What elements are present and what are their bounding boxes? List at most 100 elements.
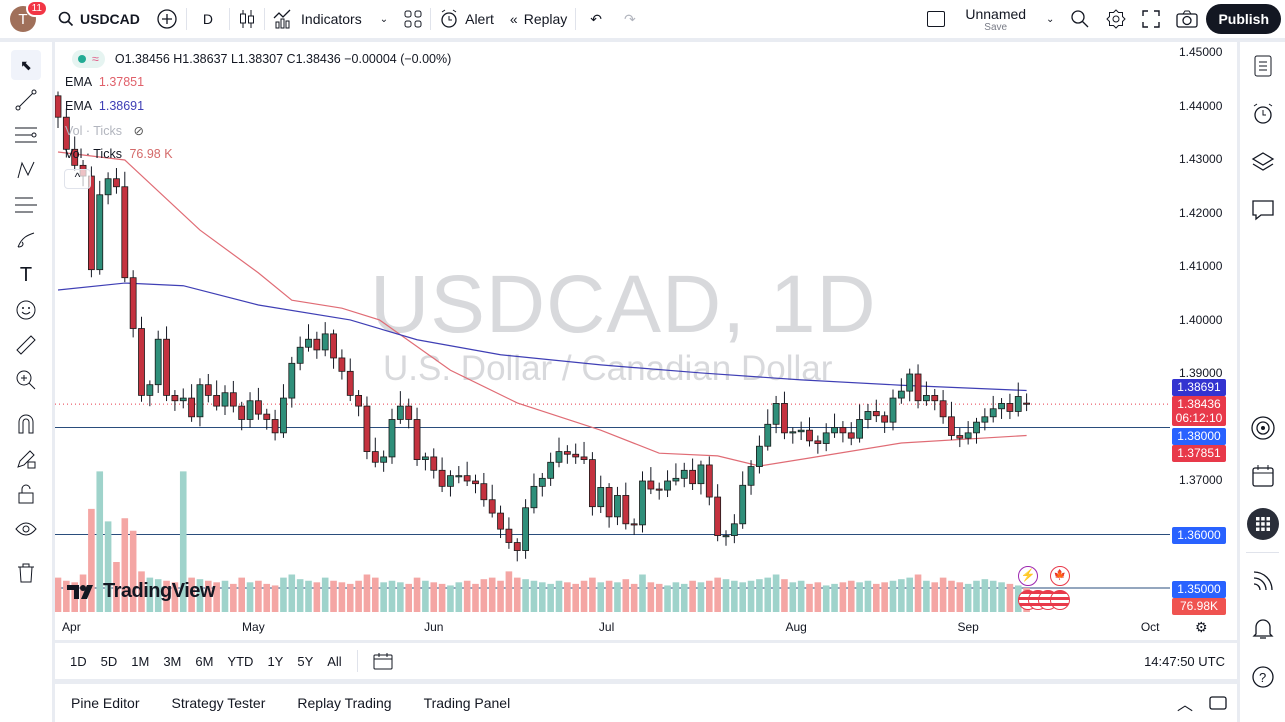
range-5d[interactable]: 5D — [100, 653, 118, 669]
volume-bar — [163, 580, 170, 612]
divider — [430, 8, 432, 30]
candle-body — [246, 400, 254, 420]
alert-button[interactable]: Alert — [431, 0, 502, 38]
publish-button[interactable]: Publish — [1206, 4, 1281, 34]
fib-tool[interactable] — [11, 120, 41, 150]
layout-grid-icon — [404, 10, 422, 28]
range-1y[interactable]: 1Y — [267, 653, 284, 669]
price-chart[interactable] — [55, 42, 1170, 615]
calendar-button[interactable] — [1240, 452, 1285, 500]
text-tool[interactable]: T — [11, 260, 41, 290]
range-6m[interactable]: 6M — [195, 653, 214, 669]
tab-strategy-tester[interactable]: Strategy Tester — [171, 695, 266, 711]
range-1d[interactable]: 1D — [70, 653, 87, 669]
replay-button[interactable]: « Replay — [502, 0, 575, 38]
layout-menu-chevron[interactable]: ⌄ — [1038, 0, 1062, 38]
object-tree-button[interactable] — [1240, 138, 1285, 186]
brush-tool[interactable] — [11, 225, 41, 255]
volume-bar — [113, 562, 120, 612]
smiley-icon — [16, 300, 36, 320]
products-button[interactable] — [1240, 500, 1285, 548]
tradingview-logo[interactable]: TradingView — [67, 580, 215, 603]
trend-line-tool[interactable] — [11, 85, 41, 115]
trash-icon — [18, 563, 34, 583]
layouts-button[interactable] — [396, 0, 430, 38]
volume-bar — [96, 471, 104, 612]
hidden-volume-legend[interactable]: Vol · Ticks ⊘ — [65, 123, 144, 138]
alerts-button[interactable] — [1240, 90, 1285, 138]
range-ytd[interactable]: YTD — [227, 653, 254, 669]
tab-pine-editor[interactable]: Pine Editor — [71, 695, 140, 711]
plus-circle-icon — [157, 9, 177, 29]
volume-legend[interactable]: Vol · Ticks 76.98 K — [65, 147, 173, 161]
fullscreen-button[interactable] — [1134, 0, 1168, 38]
lock-tool[interactable] — [11, 479, 41, 509]
us-flag-icon[interactable] — [1050, 590, 1070, 610]
ema200-line — [57, 282, 1027, 392]
hide-tool[interactable] — [11, 514, 41, 544]
go-to-date-button[interactable] — [366, 652, 400, 670]
streams-button[interactable] — [1240, 557, 1285, 605]
volume-bar — [497, 580, 504, 612]
measure-tool[interactable] — [11, 330, 41, 360]
snapshot-button[interactable] — [1168, 0, 1206, 38]
range-all[interactable]: All — [327, 653, 342, 669]
price-tick-label: 1.41000 — [1179, 259, 1223, 273]
watchlist-button[interactable] — [1240, 42, 1285, 90]
range-5y[interactable]: 5Y — [297, 653, 314, 669]
lightning-event-icon[interactable]: ⚡ — [1018, 566, 1038, 586]
collapse-legend-button[interactable]: ^ — [64, 169, 91, 189]
ema50-legend[interactable]: EMA 1.37851 — [65, 75, 144, 89]
range-3m[interactable]: 3M — [163, 653, 182, 669]
chevron-down-icon[interactable]: ⌄ — [379, 13, 389, 25]
eye-off-icon[interactable]: ⊘ — [133, 124, 144, 138]
remove-drawings-tool[interactable] — [11, 558, 41, 588]
undo-button[interactable]: ↶ — [576, 0, 616, 38]
redo-button[interactable]: ↷ — [616, 0, 644, 38]
pattern-tool[interactable] — [11, 155, 41, 185]
hotlists-button[interactable] — [1240, 404, 1285, 452]
market-status-pill[interactable]: ≈ — [72, 50, 105, 68]
indicators-button[interactable]: Indicators ⌄ — [265, 0, 396, 38]
quick-search-button[interactable] — [1062, 0, 1098, 38]
volume-bar — [55, 577, 62, 612]
prediction-tool[interactable] — [11, 190, 41, 220]
maximize-panel-button[interactable] — [1209, 696, 1227, 710]
expand-panel-button[interactable]: ︿ — [1177, 691, 1193, 715]
zoom-tool[interactable] — [11, 365, 41, 395]
layout-select-checkbox[interactable] — [919, 0, 953, 38]
tab-replay-trading[interactable]: Replay Trading — [297, 695, 392, 711]
volume-bar — [472, 583, 479, 612]
layout-name-button[interactable]: Unnamed Save — [953, 0, 1038, 38]
layers-icon — [1251, 152, 1274, 171]
chart-settings-button[interactable]: ⚙ — [1195, 619, 1208, 636]
tab-trading-panel[interactable]: Trading Panel — [423, 695, 511, 711]
candle-body — [388, 419, 396, 458]
lock-drawing-tool[interactable] — [11, 444, 41, 474]
interval-button[interactable]: D — [202, 11, 214, 27]
chat-button[interactable] — [1240, 186, 1285, 234]
emoji-tool[interactable] — [11, 295, 41, 325]
cursor-tool[interactable]: ⬉ — [11, 50, 41, 80]
candle-body — [622, 495, 630, 525]
month-tick-label: Sep — [957, 620, 979, 634]
range-1m[interactable]: 1M — [131, 653, 150, 669]
symbol-search-button[interactable]: USDCAD — [50, 0, 148, 38]
candle-body — [856, 419, 863, 439]
volume-bar — [246, 582, 254, 612]
magnet-tool[interactable] — [11, 409, 41, 439]
candle-body — [614, 495, 621, 518]
chart-type-button[interactable] — [230, 0, 264, 38]
notifications-button[interactable] — [1240, 605, 1285, 653]
ema200-legend[interactable]: EMA 1.38691 — [65, 99, 144, 113]
compare-symbol-button[interactable] — [148, 0, 186, 38]
candle-body — [864, 411, 872, 420]
canada-flag-icon[interactable]: 🍁 — [1050, 566, 1070, 586]
volume-value: 76.98 K — [129, 147, 173, 161]
help-button[interactable]: ? — [1240, 653, 1285, 701]
chart-pane[interactable] — [55, 42, 1237, 640]
user-avatar[interactable]: T 11 — [10, 0, 48, 32]
utc-clock[interactable]: 14:47:50 UTC — [1144, 653, 1225, 669]
settings-button[interactable] — [1098, 0, 1134, 38]
volume-bar — [413, 577, 421, 612]
